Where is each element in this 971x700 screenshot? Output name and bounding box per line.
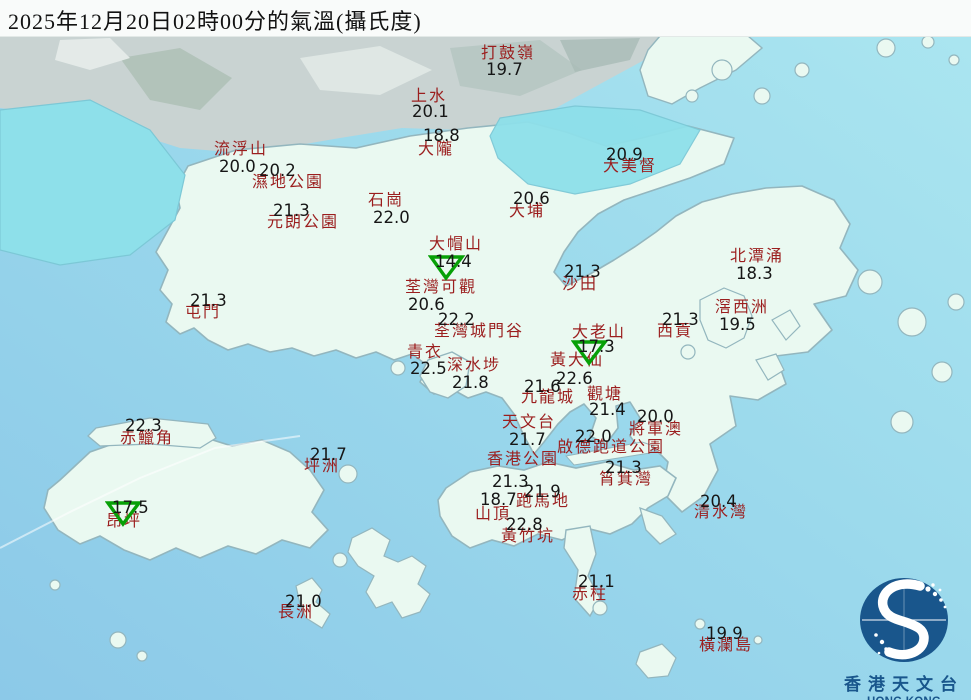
station-temp-value: 18.3 [736, 264, 773, 283]
station-name-label: 滘西洲 [715, 299, 770, 316]
station-temp-value: 22.5 [410, 359, 447, 378]
station-name-label: 流浮山 [214, 141, 269, 158]
station-name-label: 打鼓嶺 [481, 45, 536, 62]
station-temp-value: 22.2 [438, 310, 475, 329]
station-temp-value: 20.4 [700, 492, 737, 511]
station-temp-value: 18.8 [423, 126, 460, 145]
station-name-label: 黃竹坑 [501, 528, 556, 545]
station-temp-value: 22.3 [125, 416, 162, 435]
title-bar [0, 0, 971, 37]
station-name-label: 深水埗 [447, 357, 502, 374]
station-temp-value: 20.0 [219, 157, 256, 176]
station-name-label: 屯門 [185, 304, 222, 321]
station-name-label: 坪洲 [304, 458, 341, 475]
station-name-label: 筲箕灣 [599, 471, 654, 488]
station-temp-value: 22.0 [575, 427, 612, 446]
station-temp-value: 20.0 [637, 407, 674, 426]
shenzhen-urban-area [0, 36, 660, 152]
station-temp-value: 21.3 [492, 472, 529, 491]
station-temp-value: 20.6 [513, 189, 550, 208]
station-name-label: 上水 [411, 88, 448, 105]
station-name-label: 清水灣 [694, 504, 749, 521]
station-temp-value: 21.0 [285, 592, 322, 611]
station-name-label: 九龍城 [521, 389, 576, 406]
station-name-label: 沙田 [562, 276, 599, 293]
station-name-label: 北潭涌 [730, 248, 785, 265]
station-name-label: 山頂 [475, 506, 512, 523]
station-temp-value: 19.7 [486, 60, 523, 79]
station-name-label: 大隴 [418, 141, 455, 158]
boundary-line [0, 435, 301, 549]
station-name-label: 橫瀾島 [699, 637, 754, 654]
station-temp-value: 21.3 [605, 458, 642, 477]
station-name-label: 青衣 [407, 344, 444, 361]
station-name-label: 石崗 [368, 192, 405, 209]
station-name-label: 觀塘 [587, 386, 624, 403]
station-name-label: 大帽山 [429, 236, 484, 253]
low-temp-triangle-icon [570, 338, 609, 371]
station-name-label: 赤鱲角 [120, 430, 175, 447]
low-temp-triangle-icon [104, 499, 143, 532]
station-name-label: 濕地公園 [252, 174, 325, 191]
outlying-islands [49, 35, 965, 679]
station-temp-value: 21.7 [509, 430, 546, 449]
station-temp-value: 20.9 [606, 145, 643, 164]
station-name-label: 西貢 [657, 323, 694, 340]
station-temp-value: 20.1 [412, 102, 449, 121]
station-temp-value: 21.1 [578, 572, 615, 591]
hko-logo-chinese-name: 香港天文台 [844, 675, 964, 694]
hko-logo-english-name: HONG KONG OBSERVATORY [834, 696, 971, 700]
station-temp-value: 21.6 [524, 377, 561, 396]
station-name-label: 荃灣可觀 [405, 279, 478, 296]
station-temp-value: 14.4 [435, 252, 472, 271]
ma-wan-island [390, 360, 406, 376]
station-temp-value: 22.0 [373, 208, 410, 227]
hko-logo: 香港天文台 HONG KONG OBSERVATORY [834, 576, 971, 700]
tsing-yi-island [419, 351, 471, 399]
station-name-label: 長洲 [278, 604, 315, 621]
station-temp-value: 21.3 [564, 262, 601, 281]
station-name-label: 香港公園 [487, 451, 560, 468]
bays [0, 99, 701, 266]
station-temp-value: 21.9 [524, 482, 561, 501]
station-temp-value: 21.3 [190, 291, 227, 310]
station-temp-value: 21.3 [273, 201, 310, 220]
station-name-label: 元朗公園 [267, 214, 340, 231]
shek-o-peninsula [639, 506, 677, 545]
airport-island [87, 417, 217, 449]
station-temp-value: 17.5 [112, 498, 149, 517]
station-temp-value: 21.4 [589, 400, 626, 419]
station-temp-value: 19.5 [719, 315, 756, 334]
station-name-label: 跑馬地 [516, 493, 571, 510]
station-temp-value: 22.8 [506, 515, 543, 534]
station-name-label: 將軍澳 [629, 421, 684, 438]
station-temp-value: 17.3 [578, 337, 615, 356]
kai-tak-runway [565, 441, 655, 466]
station-name-label: 啟德跑道公園 [557, 439, 666, 456]
station-temp-value: 21.8 [452, 373, 489, 392]
station-temp-value: 20.6 [408, 295, 445, 314]
station-temp-value: 21.7 [310, 445, 347, 464]
station-name-label: 赤柱 [572, 586, 609, 603]
hong-kong-island [437, 461, 677, 549]
map-title: 2025年12月20日02時00分的氣溫(攝氏度) [8, 9, 422, 34]
station-temp-value: 21.3 [662, 310, 699, 329]
station-name-label: 天文台 [502, 414, 557, 431]
station-temp-value: 22.6 [556, 369, 593, 388]
station-name-label: 大埔 [509, 203, 546, 220]
station-name-label: 荃灣城門谷 [434, 323, 525, 340]
station-temp-value: 19.9 [706, 624, 743, 643]
low-temp-triangle-icon [427, 253, 466, 286]
station-temp-value: 18.7 [480, 490, 517, 509]
station-name-label: 大美督 [603, 158, 658, 175]
station-name-label: 大老山 [572, 324, 627, 341]
hko-logo-icon [860, 578, 948, 662]
station-temp-value: 20.2 [259, 161, 296, 180]
